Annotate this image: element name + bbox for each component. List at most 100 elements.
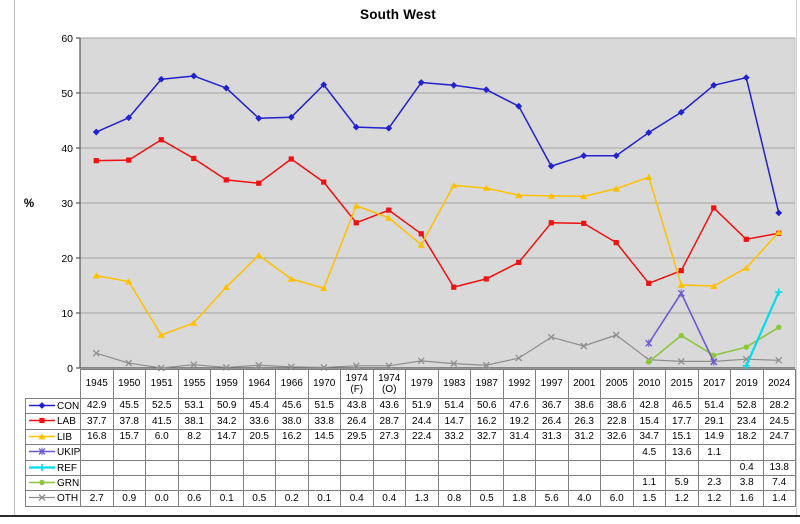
table-row-lib: LIB 16.8 15.7 6.0 8.2 14.7 20.5 16.2 14.5 29.5 27.… [25, 428, 796, 446]
year-header: 1983 [437, 369, 471, 399]
value-cell [437, 444, 471, 461]
value-cell: 1.1 [697, 444, 731, 461]
value-cell [405, 474, 439, 492]
value-cell [275, 474, 309, 492]
year-header: 1970 [307, 369, 341, 399]
value-cell [665, 459, 699, 476]
lab-line [96, 139, 779, 288]
legend-label-con: CON [57, 400, 80, 412]
lib-marker [125, 278, 133, 285]
ukip-legend-marker-icon [29, 447, 55, 456]
oth-marker [775, 356, 783, 364]
value-cell [405, 444, 439, 461]
oth-marker [482, 361, 490, 369]
value-cell: 0.2 [275, 490, 309, 507]
value-cell [405, 459, 439, 476]
value-cell: 29.5 [340, 428, 374, 446]
legend-cell-lab: LAB [25, 413, 81, 430]
value-cell: 42.9 [80, 397, 114, 415]
chart-title: South West [360, 7, 436, 22]
value-cell: 43.6 [372, 397, 406, 415]
grn-marker [743, 344, 749, 350]
year-header: 2015 [665, 369, 699, 399]
y-tick-label: 30 [61, 198, 73, 210]
value-cell [210, 474, 244, 492]
y-tick-label: 40 [61, 143, 73, 155]
lab-marker [548, 220, 554, 226]
lab-marker [613, 240, 619, 246]
value-cell [275, 459, 309, 476]
ref-marker [742, 362, 750, 370]
value-cell: 38.0 [275, 413, 309, 430]
year-header: 1997 [535, 369, 569, 399]
value-cell: 13.6 [665, 444, 699, 461]
value-cell [535, 444, 569, 461]
value-cell: 43.8 [340, 397, 374, 415]
ukip-marker [645, 339, 653, 348]
value-cell: 33.6 [242, 413, 276, 430]
legend-label-grn: GRN [57, 477, 80, 489]
value-cell: 24.5 [762, 413, 796, 430]
value-cell [535, 474, 569, 492]
value-cell: 23.4 [730, 413, 764, 430]
value-cell: 0.4 [730, 459, 764, 476]
lab-marker [581, 220, 587, 226]
value-cell [372, 444, 406, 461]
con-marker [580, 152, 588, 160]
value-cell [210, 459, 244, 476]
value-cell: 52.8 [730, 397, 764, 415]
lib-marker [92, 272, 100, 279]
lib-marker [385, 214, 393, 221]
value-cell: 50.9 [210, 397, 244, 415]
y-tick-label: 60 [61, 33, 73, 45]
lab-marker [743, 236, 749, 242]
value-cell: 36.7 [535, 397, 569, 415]
series-lib [92, 173, 783, 338]
value-cell: 33.8 [307, 413, 341, 430]
legend-label-lib: LIB [57, 431, 73, 443]
con-marker [515, 102, 523, 110]
value-cell [145, 444, 179, 461]
legend-marker [38, 494, 46, 502]
con-marker [775, 209, 783, 217]
value-cell: 16.2 [470, 413, 504, 430]
lab-marker [711, 205, 717, 211]
oth-marker [450, 360, 458, 368]
value-cell: 3.8 [730, 474, 764, 492]
value-cell: 14.9 [697, 428, 731, 446]
value-cell: 22.8 [600, 413, 634, 430]
lab-legend-marker-icon [29, 418, 55, 424]
value-cell: 16.2 [275, 428, 309, 446]
lib-marker [677, 281, 685, 288]
value-cell: 33.2 [437, 428, 471, 446]
lib-marker [352, 202, 360, 209]
year-header: 2005 [600, 369, 634, 399]
value-cell: 45.5 [112, 397, 146, 415]
y-tick-label: 50 [61, 88, 73, 100]
value-cell [730, 444, 764, 461]
series-ref [742, 288, 783, 370]
value-cell: 37.8 [112, 413, 146, 430]
value-cell: 1.2 [697, 490, 731, 507]
value-cell: 31.4 [502, 428, 536, 446]
lib-marker [515, 192, 523, 199]
value-cell: 47.6 [502, 397, 536, 415]
value-cell [470, 459, 504, 476]
table-row-ukip: UKIP 4.5 13.6 1.1 [25, 444, 796, 461]
value-cell: 52.5 [145, 397, 179, 415]
y-axis-title: % [24, 198, 34, 210]
value-cell: 26.4 [535, 413, 569, 430]
value-cell: 45.6 [275, 397, 309, 415]
year-header: 1950 [112, 369, 146, 399]
value-cell [340, 474, 374, 492]
value-cell: 29.1 [697, 413, 731, 430]
lab-marker [126, 157, 132, 163]
value-cell [697, 459, 731, 476]
con-marker [385, 124, 393, 132]
value-cell: 42.8 [632, 397, 666, 415]
value-cell: 2.7 [80, 490, 114, 507]
value-cell: 17.7 [665, 413, 699, 430]
data-table: 1945 1950 1951 1955 1959 1964 1966 1970 1974 (F)… [25, 369, 796, 507]
con-marker [222, 84, 230, 92]
